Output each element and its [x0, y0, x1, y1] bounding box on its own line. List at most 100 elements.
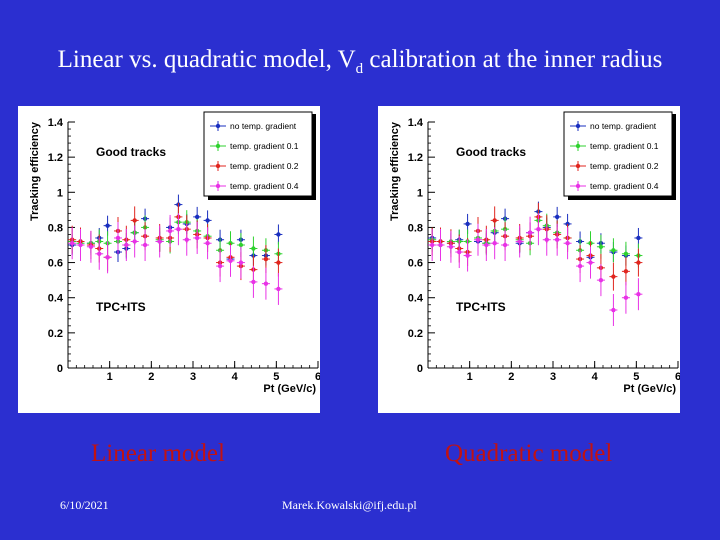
data-point	[238, 242, 244, 248]
footer-date: 6/10/2021	[60, 498, 109, 512]
data-point	[611, 274, 616, 279]
data-point	[205, 218, 210, 223]
data-point	[184, 237, 189, 242]
data-point	[636, 292, 641, 297]
data-point	[465, 221, 470, 227]
series-3	[428, 213, 643, 327]
legend-label: temp. gradient 0.2	[230, 161, 299, 171]
data-point	[492, 218, 497, 223]
legend-swatch-marker	[215, 123, 221, 129]
data-point	[124, 242, 129, 248]
data-point	[132, 218, 137, 223]
y-tick-label: 1	[417, 187, 423, 199]
data-point	[69, 241, 75, 246]
x-axis-title: Pt (GeV/c)	[623, 383, 676, 395]
legend-swatch-marker	[215, 183, 221, 189]
x-tick-label: 5	[633, 371, 639, 383]
data-point	[194, 214, 200, 220]
data-point	[554, 214, 560, 220]
data-point	[115, 235, 121, 241]
data-point	[438, 242, 443, 248]
annotation-tpc-its: TPC+ITS	[96, 300, 146, 314]
annotation-tpc-its: TPC+ITS	[456, 300, 506, 314]
data-point	[636, 260, 641, 265]
series-3	[68, 213, 283, 305]
caption-linear-model: Linear model	[91, 440, 225, 467]
legend-swatch-marker	[215, 143, 221, 149]
data-point	[251, 246, 256, 251]
data-point	[527, 230, 533, 235]
data-point	[217, 263, 223, 269]
data-point	[228, 258, 233, 264]
x-tick-label: 5	[273, 371, 279, 383]
x-axis-title: Pt (GeV/c)	[263, 383, 316, 395]
data-point	[238, 260, 244, 265]
data-point	[105, 223, 110, 228]
data-point	[623, 269, 629, 274]
data-point	[276, 286, 281, 292]
chart-panel-linear: 0 0.2 0.4 0.6 0.8 1 1.2 1.4 1 2 3 4 5 6 Pt (GeV/c) Trac…	[18, 106, 320, 413]
legend-swatch-marker	[575, 123, 581, 129]
x-tick-label: 4	[592, 371, 599, 383]
y-tick-label: 0.4	[48, 293, 64, 305]
legend-label: no temp. gradient	[230, 121, 297, 131]
data-point	[536, 226, 541, 232]
data-point	[502, 242, 508, 248]
data-point	[97, 251, 102, 256]
y-tick-label: 0	[57, 363, 63, 375]
x-tick-label: 6	[315, 371, 320, 383]
y-tick-label: 1.4	[408, 117, 424, 129]
legend-swatch-marker	[575, 143, 581, 149]
data-point	[636, 235, 641, 241]
y-tick-label: 1.2	[48, 152, 63, 164]
annotation-good-tracks: Good tracks	[456, 145, 526, 159]
data-point	[429, 242, 435, 248]
data-point	[475, 237, 481, 242]
legend-box	[203, 111, 313, 197]
y-axis-title: Tracking efficiency	[29, 121, 41, 221]
data-point	[492, 241, 497, 246]
chart-panel-quadratic: 0 0.2 0.4 0.6 0.8 1 1.2 1.4 1 2 3 4 5 6 Pt (GeV/c) Trac…	[378, 106, 680, 413]
x-tick-label: 3	[550, 371, 556, 383]
data-point	[78, 242, 83, 248]
caption-quadratic-model: Quadratic model	[445, 440, 613, 467]
legend-label: temp. gradient 0.4	[590, 181, 659, 191]
data-point	[544, 237, 549, 242]
x-tick-label: 2	[148, 371, 154, 383]
legend-swatch-marker	[575, 163, 581, 169]
data-point	[251, 279, 256, 285]
slide-title: Linear vs. quadratic model, Vd calibrati…	[57, 46, 663, 77]
data-point	[167, 228, 173, 234]
x-tick-label: 2	[508, 371, 514, 383]
y-axis-title: Tracking efficiency	[389, 121, 401, 221]
data-point	[623, 251, 629, 256]
x-tick-label: 3	[190, 371, 196, 383]
data-point	[132, 239, 137, 244]
y-tick-label: 0.2	[48, 328, 63, 340]
y-tick-label: 0.6	[48, 258, 63, 270]
data-point	[263, 256, 269, 262]
data-point	[457, 249, 462, 255]
data-point	[228, 241, 233, 246]
annotation-good-tracks: Good tracks	[96, 145, 166, 159]
data-point	[276, 232, 281, 237]
y-tick-label: 0.8	[48, 222, 63, 234]
data-point	[142, 242, 148, 248]
data-point	[88, 244, 94, 249]
x-tick-label: 1	[107, 371, 113, 383]
data-point	[611, 307, 616, 313]
data-point	[598, 244, 604, 249]
data-point	[565, 241, 570, 246]
chart-svg: 0 0.2 0.4 0.6 0.8 1 1.2 1.4 1 2 3 4 5 6Pt (GeV/c) Trac…	[18, 106, 320, 413]
data-point	[194, 235, 200, 241]
data-point	[205, 241, 210, 246]
data-point	[276, 260, 281, 265]
legend-swatch-marker	[215, 163, 221, 169]
legend-label: temp. gradient 0.4	[230, 181, 299, 191]
data-point	[554, 237, 560, 242]
data-point	[611, 248, 616, 253]
y-tick-label: 0.2	[408, 328, 423, 340]
data-point	[588, 260, 593, 265]
y-tick-label: 0	[417, 363, 423, 375]
legend-swatch-marker	[575, 183, 581, 189]
